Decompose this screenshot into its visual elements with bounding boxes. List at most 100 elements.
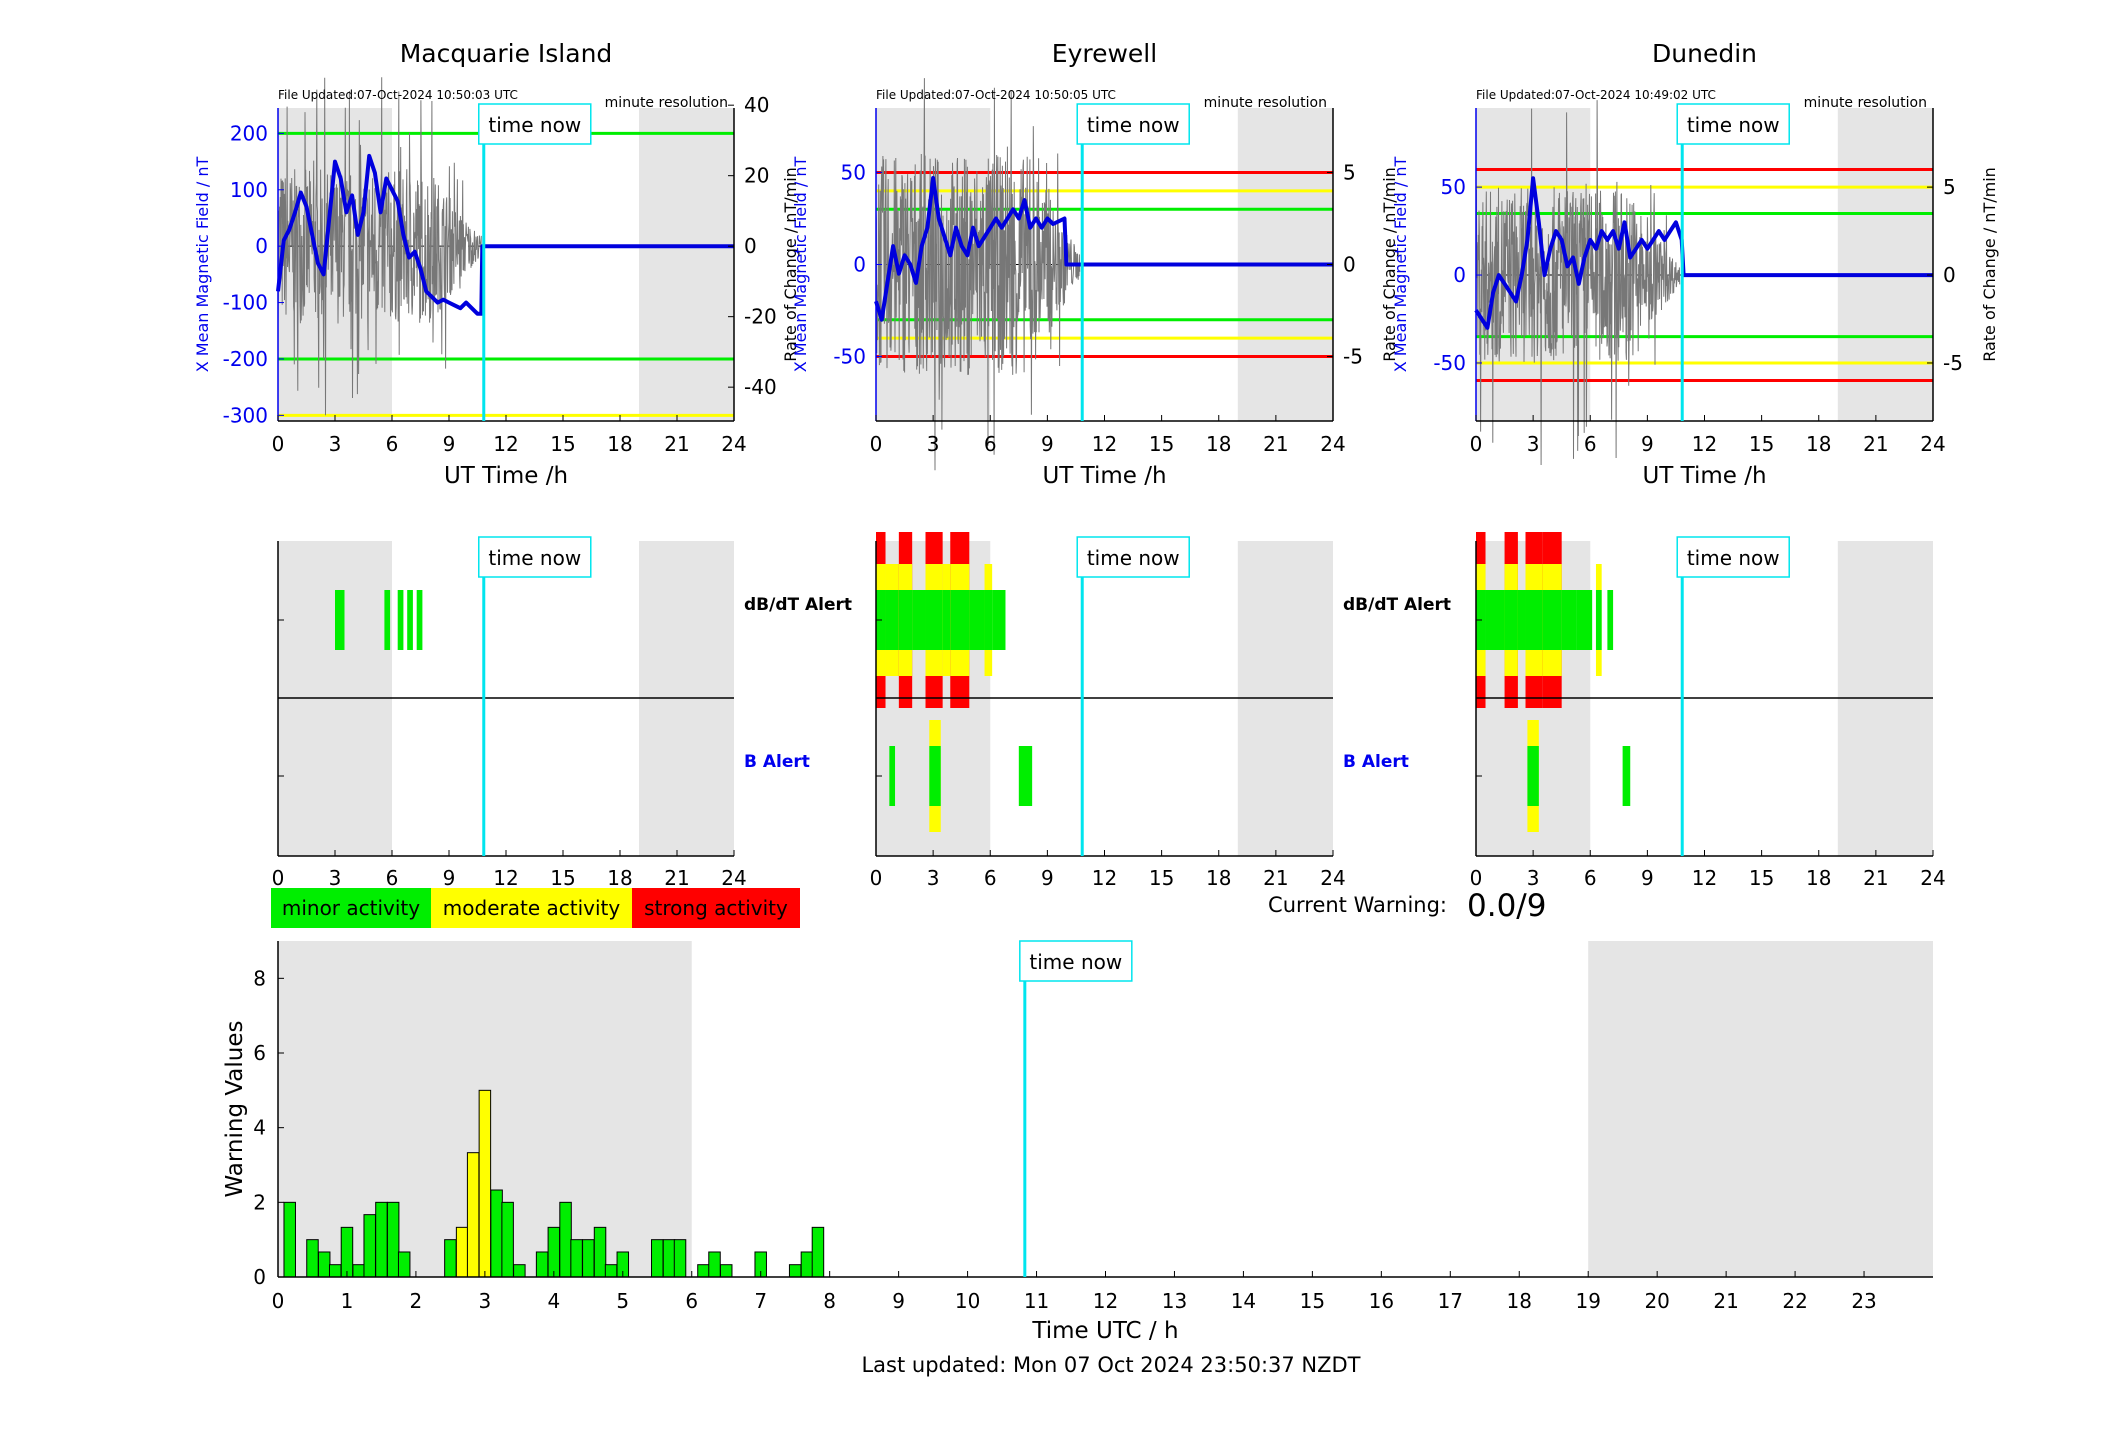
station-1-x-tick-label: 12	[493, 432, 518, 456]
station-2-rate-trace	[875, 78, 1081, 471]
station-3-dbdt-alert-bar	[1576, 590, 1593, 650]
station-3-title: Dunedin	[1652, 39, 1757, 68]
warning-x-tick-label: 21	[1713, 1289, 1738, 1313]
station-2-b-alert-bar	[929, 746, 941, 806]
warning-bar	[455, 1226, 469, 1278]
station-2-alert-x-tick-label: 3	[927, 866, 940, 890]
station-1-left-tick-label: 200	[230, 121, 268, 145]
station-3-alert-panel: 0 3 6 9 12 15 18 21 24 time now	[1470, 532, 1946, 890]
station-2-right-axis-label: Rate of Change / nT/min	[1380, 167, 1399, 362]
station-2-resolution: minute resolution	[1204, 95, 1327, 111]
warning-x-tick-label: 0	[272, 1289, 285, 1313]
warning-bar	[444, 1239, 457, 1278]
station-3-dbdt-alert-bar	[1485, 590, 1505, 650]
warning-bar	[513, 1264, 526, 1278]
warning-bar	[697, 1264, 710, 1278]
station-1-left-axis-label: X Mean Magnetic Field / nT	[193, 157, 212, 373]
station-1-alert-x-tick-label: 0	[272, 866, 285, 890]
warning-y-tick-label: 6	[253, 1041, 266, 1065]
station-1-dbdt-label: dB/dT Alert	[744, 595, 852, 615]
station-1-dbdt-alert-bar	[384, 590, 391, 650]
warning-night-shade	[1588, 941, 1933, 1277]
warning-x-tick-label: 1	[341, 1289, 354, 1313]
station-1-title: Macquarie Island	[400, 39, 613, 68]
warning-y-tick-label: 4	[253, 1116, 266, 1140]
station-2-alert-x-tick-label: 0	[870, 866, 883, 890]
legend-label-1: minor activity	[282, 896, 420, 920]
station-3-dbdt-alert-bar	[1561, 590, 1577, 650]
warning-x-tick-label: 12	[1093, 1289, 1118, 1313]
warning-y-tick-label: 8	[253, 966, 266, 990]
station-2-alert-x-tick-label: 6	[984, 866, 997, 890]
warning-bar	[662, 1239, 676, 1278]
station-3-x-tick-label: 15	[1749, 432, 1774, 456]
station-1-right-axis-label: Rate of Change / nT/min	[781, 167, 800, 362]
station-2-alert-x-tick-label: 12	[1092, 866, 1117, 890]
station-3-x-axis-label: UT Time /h	[1642, 463, 1766, 489]
warning-bar	[386, 1201, 400, 1278]
warning-x-tick-label: 4	[547, 1289, 560, 1313]
station-3-dbdt-alert-bar	[1504, 590, 1518, 650]
station-1-left-tick-label: 100	[230, 178, 268, 202]
station-3-b-alert-bar	[1622, 746, 1631, 806]
station-2-x-tick-label: 18	[1206, 432, 1231, 456]
station-2-dbdt-alert-bar	[950, 590, 970, 650]
station-3-x-tick-label: 18	[1806, 432, 1831, 456]
station-3-left-axis-label: X Mean Magnetic Field / nT	[1391, 157, 1410, 373]
station-2-alert-time-now-label: time now	[1087, 546, 1180, 570]
station-3-field-trace	[1474, 176, 1933, 330]
station-3-x-tick-label: 9	[1641, 432, 1654, 456]
station-2-x-tick-label: 15	[1149, 432, 1174, 456]
legend-label-3: strong activity	[644, 896, 788, 920]
station-2-file-updated: File Updated:07-Oct-2024 10:50:05 UTC	[876, 88, 1116, 102]
station-2-x-tick-label: 3	[927, 432, 940, 456]
warning-bar	[352, 1264, 365, 1278]
station-2-time-now-label: time now	[1087, 113, 1180, 137]
station-3-x-tick-label: 12	[1692, 432, 1717, 456]
station-2-field-trace	[874, 176, 1333, 322]
legend-label-2: moderate activity	[443, 896, 621, 920]
station-1-right-tick-label: 40	[744, 93, 769, 117]
station-1-alert-x-tick-label: 15	[550, 866, 575, 890]
station-2-dbdt-alert-bar	[912, 590, 926, 650]
station-2-x-tick-label: 12	[1092, 432, 1117, 456]
station-3-right-tick-label: -5	[1943, 351, 1963, 375]
station-2-x-tick-label: 24	[1320, 432, 1345, 456]
station-1-dbdt-alert-bar	[407, 590, 413, 650]
warning-bar	[283, 1201, 296, 1278]
station-2-x-tick-label: 0	[870, 432, 883, 456]
warning-bar	[547, 1226, 561, 1278]
warning-bar	[708, 1251, 721, 1278]
station-2-left-tick-label: 50	[841, 160, 866, 184]
warning-x-tick-label: 22	[1782, 1289, 1807, 1313]
warning-values-chart: 0 1 2 3 4 5 6 7 8 9 10 11 12 13 14 15 16 17 18 19 20 21 22 2302…	[222, 940, 1933, 1344]
station-2-dbdt-alert-bar	[969, 590, 985, 650]
station-1-x-tick-label: 6	[386, 432, 399, 456]
station-3-b-alert-bar	[1527, 746, 1539, 806]
warning-bar	[651, 1239, 664, 1278]
station-2-alert-x-tick-label: 21	[1263, 866, 1288, 890]
legend-swatch-3	[632, 888, 800, 928]
station-3-dbdt-alert-bar	[1525, 590, 1543, 650]
warning-x-tick-label: 3	[479, 1289, 492, 1313]
station-2-alert-x-tick-label: 9	[1041, 866, 1054, 890]
warning-bar	[559, 1201, 572, 1278]
warning-bar	[328, 1264, 342, 1278]
station-1-x-tick-label: 0	[272, 432, 285, 456]
station-2-dbdt-alert-bar	[898, 590, 913, 650]
station-1-x-tick-label: 18	[607, 432, 632, 456]
warning-x-tick-label: 18	[1507, 1289, 1532, 1313]
station-3-left-tick-label: 50	[1441, 175, 1466, 199]
station-1-right-tick-label: -40	[744, 375, 777, 399]
station-1-alert-x-tick-label: 24	[721, 866, 746, 890]
warning-bar	[719, 1264, 733, 1278]
warning-y-axis-label: Warning Values	[222, 1020, 248, 1197]
station-3-alert-x-tick-label: 24	[1920, 866, 1945, 890]
station-2-dbdt-alert-bar	[984, 590, 993, 650]
station-1-field-trace	[276, 153, 734, 316]
station-3-x-tick-label: 6	[1584, 432, 1597, 456]
station-3-x-tick-label: 3	[1527, 432, 1540, 456]
